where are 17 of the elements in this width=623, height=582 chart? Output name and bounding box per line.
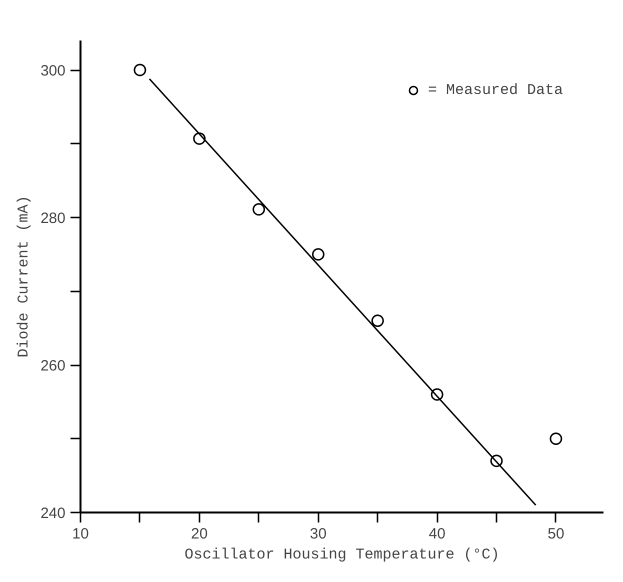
point <box>371 314 384 327</box>
x-axis-title: Oscillator Housing Temperature (°C) <box>184 546 500 564</box>
x-tick-label: 30 <box>310 526 327 542</box>
x-tick-label: 50 <box>548 526 564 542</box>
y-tick-label: 280 <box>40 210 66 227</box>
x-tick-label: 20 <box>191 526 208 542</box>
x-tick-label: 10 <box>72 526 89 542</box>
legend-label: = Measured Data <box>428 82 563 98</box>
y-axis-title: Diode Current (mA) <box>15 195 32 358</box>
y-tick-label: 240 <box>40 505 66 522</box>
y-tick-label: 260 <box>40 358 66 374</box>
point <box>252 203 266 216</box>
point <box>312 248 324 261</box>
point <box>134 64 146 76</box>
y-tick-label: 300 <box>40 62 66 80</box>
point <box>550 432 562 445</box>
x-tick-label: 40 <box>428 526 446 542</box>
